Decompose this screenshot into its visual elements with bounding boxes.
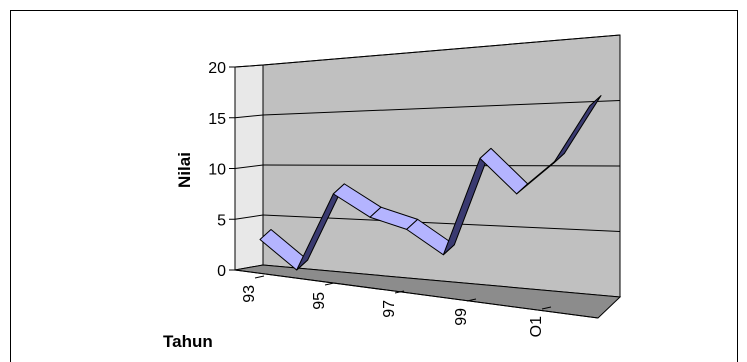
x-tick-label: 95: [311, 292, 328, 310]
gridlines: [234, 34, 621, 232]
y-tick-label: 20: [208, 60, 226, 77]
y-axis-title: Nilai: [175, 152, 194, 188]
x-tick-label: 93: [241, 285, 258, 303]
gridline: [262, 100, 621, 116]
chart-walls: [234, 34, 622, 319]
x-tick-label: 99: [453, 308, 470, 326]
x-tick-label: O1: [528, 316, 545, 337]
x-tick: [324, 282, 335, 286]
x-tick: [466, 298, 477, 302]
x-tick: [254, 275, 265, 279]
y-tick-label: 10: [208, 162, 226, 179]
y-tick-label: 5: [217, 212, 226, 229]
x-tick-labels: 93 95 97 99 O1: [241, 285, 545, 337]
y-tick-labels: 0 5 10 15 20: [208, 60, 226, 280]
ribbon-segment: [552, 95, 602, 164]
x-axis-title: Tahun: [163, 332, 213, 351]
gridline: [262, 34, 621, 66]
y-tick-label: 0: [217, 263, 226, 280]
x-axis: [234, 269, 599, 319]
x-tick: [541, 306, 552, 310]
x-tick: [394, 290, 405, 294]
gridline-side: [234, 114, 264, 119]
gridline-side: [234, 214, 264, 220]
gridline: [262, 164, 621, 167]
gridline-side: [234, 164, 264, 169]
x-tick-label: 97: [381, 300, 398, 318]
data-ribbon: [259, 95, 602, 271]
gridline-side: [234, 64, 264, 68]
y-tick-label: 15: [208, 111, 226, 128]
axes: [229, 66, 599, 319]
